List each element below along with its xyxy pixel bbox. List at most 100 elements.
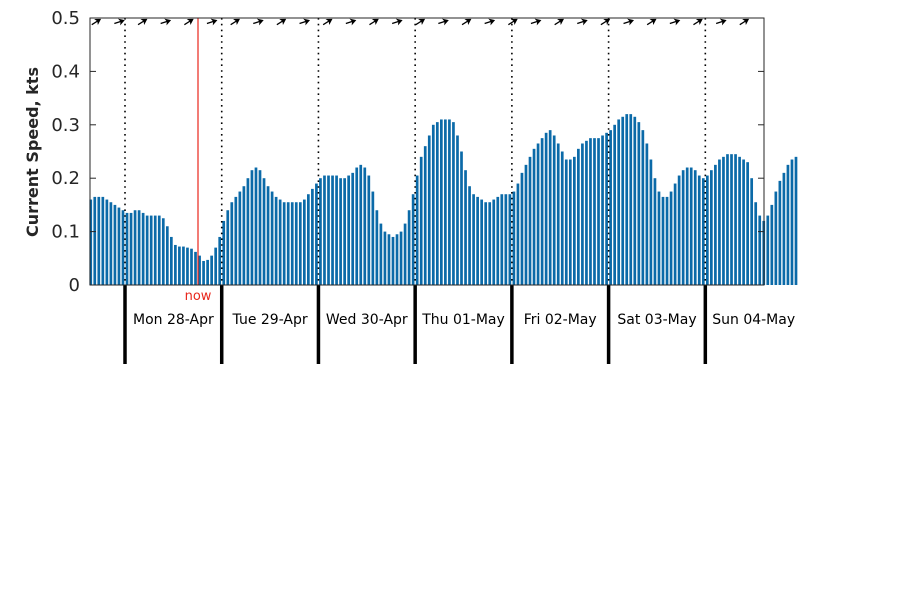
speed-bar [141,212,145,285]
speed-bar [669,191,673,285]
speed-bar [89,199,93,285]
speed-bar [355,167,359,285]
day-label: Wed 30-Apr [326,312,408,328]
day-label: Fri 02-May [524,312,597,328]
speed-bar [403,223,407,285]
speed-bar [568,159,572,285]
speed-bar [294,202,298,285]
direction-arrow-icon [646,18,657,26]
speed-bar [766,215,770,285]
speed-bar [427,135,431,285]
speed-bar [153,215,157,285]
speed-bar [367,175,371,285]
speed-bar [238,191,242,285]
speed-bar [460,151,463,285]
speed-bar [585,140,588,285]
speed-bar [222,220,226,285]
speed-bar [435,122,439,285]
speed-bar [641,130,645,285]
direction-arrow-icon [345,18,357,26]
speed-bar [327,175,330,285]
speed-bar [444,119,447,286]
speed-bars [89,114,798,286]
speed-bar [149,215,153,285]
direction-arrow-icon [369,18,379,26]
direction-arrow-icon [230,18,240,26]
direction-arrow-icon [160,18,172,26]
speed-bar [383,231,387,285]
speed-bar [504,194,508,285]
speed-bar [198,255,201,285]
direction-arrow-icon [739,18,750,26]
speed-bar [452,122,455,285]
y-tick-label: 0.2 [51,168,80,189]
day-divider-lines [124,18,707,285]
speed-bar [613,124,616,285]
speed-bar [560,151,564,285]
direction-arrow-icon [508,18,518,26]
speed-bar [234,196,238,285]
speed-bar [754,202,758,285]
speed-bar [665,196,669,285]
y-tick-label: 0 [69,275,80,296]
direction-arrows [91,18,750,26]
speed-bar [500,194,504,285]
speed-bar [540,138,544,285]
speed-bar [242,186,246,285]
speed-bar [524,164,528,285]
y-tick-label: 0.1 [51,222,80,243]
speed-bar [738,156,741,285]
speed-bar [161,218,165,285]
speed-bar [145,215,149,285]
plot-frame [89,17,765,286]
speed-bar [722,156,725,285]
speed-bar [97,196,101,285]
speed-bar [157,215,161,285]
direction-arrow-icon [693,18,703,26]
speed-bar [266,186,270,285]
speed-bar [573,156,576,285]
speed-bar [286,202,290,285]
speed-bar [673,183,677,285]
speed-bar [496,196,500,285]
speed-bar [746,162,749,285]
speed-bar [190,248,193,285]
speed-bar [718,159,721,285]
speed-bar [794,156,798,285]
speed-bar [629,114,633,286]
y-tick-label: 0.5 [51,8,80,29]
speed-bar [363,167,367,285]
speed-bar [359,164,363,285]
speed-bar [339,178,342,285]
direction-arrow-icon [577,18,588,26]
speed-bar [697,175,701,285]
day-label: Thu 01-May [421,312,505,328]
speed-bar [476,196,479,285]
speed-bar [347,175,351,285]
speed-bar [625,114,629,286]
speed-bar [734,154,737,285]
speed-bar [520,172,524,285]
speed-bar [178,246,181,285]
speed-bar [782,172,786,285]
speed-bar [391,236,395,285]
speed-bar [536,143,540,285]
speed-bar [448,119,451,286]
speed-bar [770,204,774,285]
speed-bar [649,159,653,285]
speed-bar [726,154,729,285]
axes [89,17,765,364]
speed-bar [379,223,383,285]
speed-bar [137,210,141,285]
speed-bar [492,199,496,285]
speed-bar [730,154,733,285]
speed-bar [371,191,375,285]
speed-bar [778,180,782,285]
now-label: now [185,289,212,304]
speed-bar [544,132,548,285]
direction-arrow-icon [91,18,102,26]
direction-arrow-icon [322,18,333,26]
direction-arrow-icon [184,18,194,26]
speed-bar [528,156,532,285]
